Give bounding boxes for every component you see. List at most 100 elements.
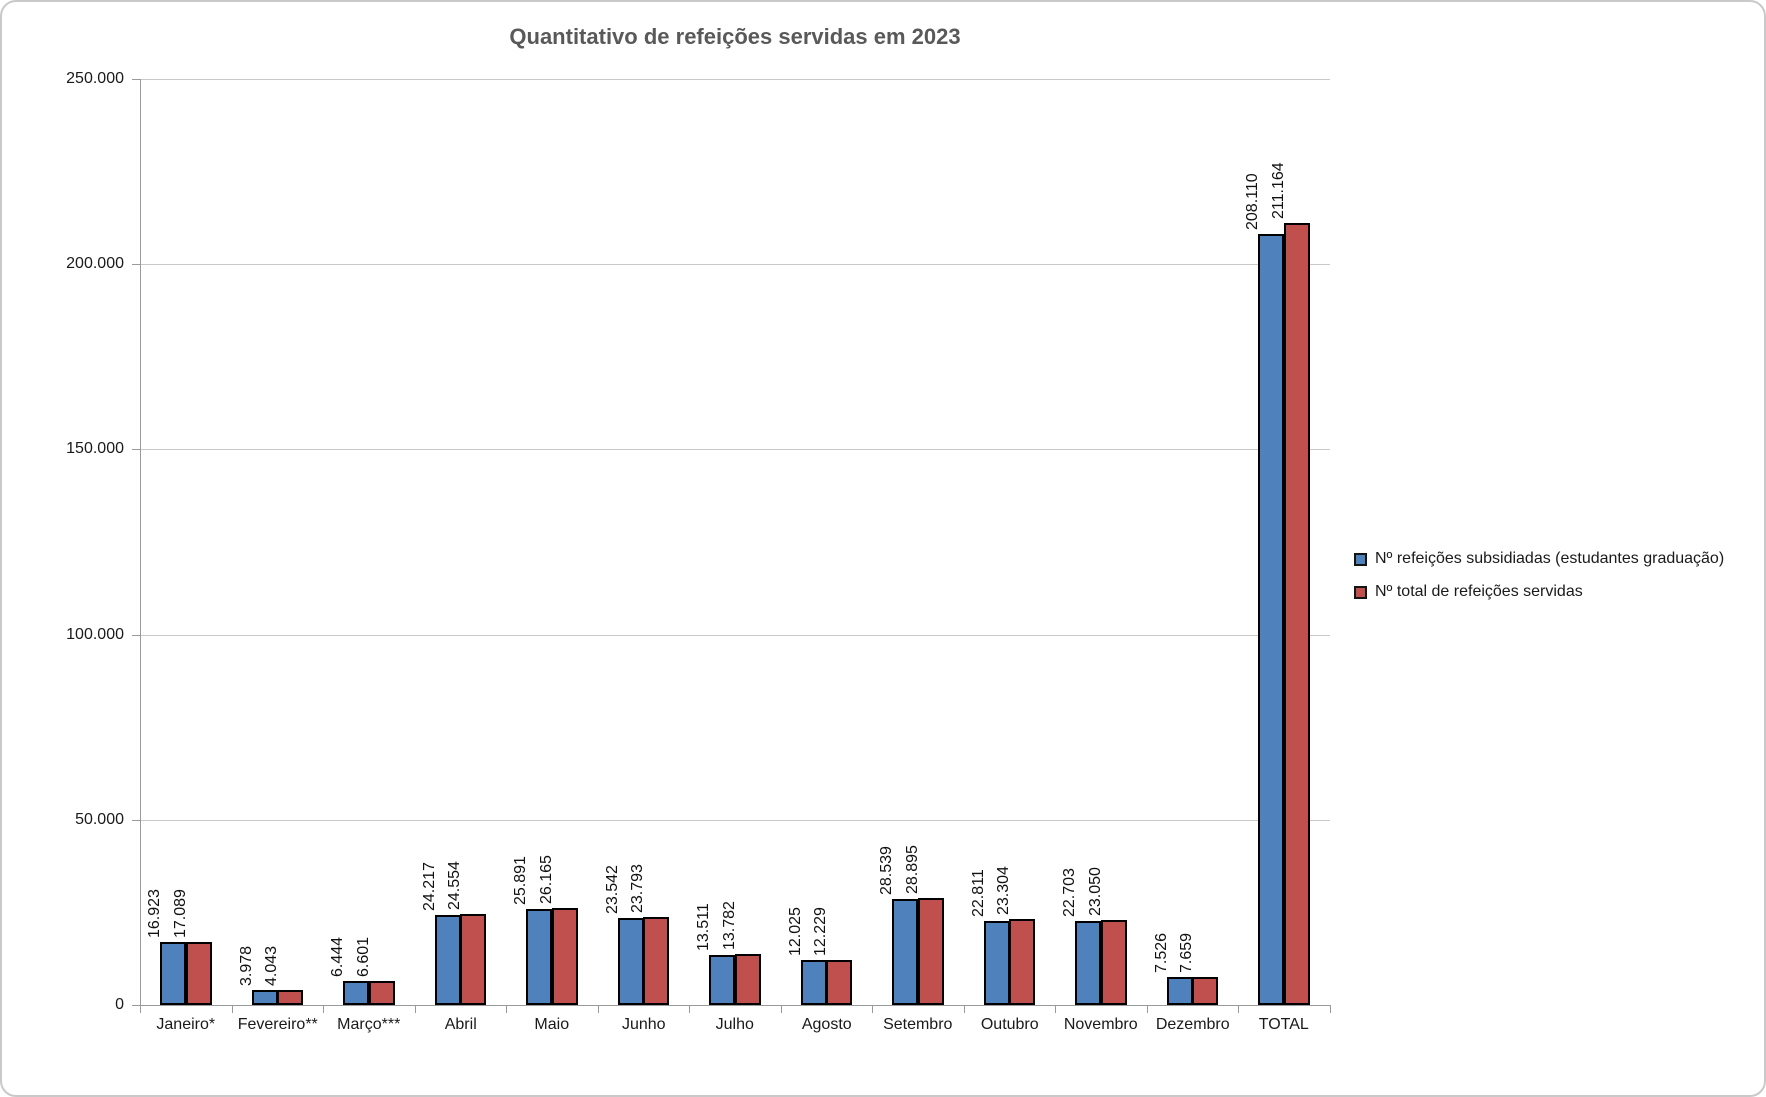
y-axis-tick xyxy=(132,264,140,266)
x-axis-tick xyxy=(506,1005,507,1013)
y-axis-line xyxy=(140,79,141,1005)
bar-value-label-subsidiadas-dezembro: 7.526 xyxy=(1153,933,1170,974)
bar-subsidiadas-fevereiro xyxy=(252,990,278,1005)
bar-subsidiadas-dezembro xyxy=(1167,977,1193,1005)
gridline-50000 xyxy=(140,819,1330,821)
x-axis-tick xyxy=(781,1005,782,1013)
gridline-200000 xyxy=(140,264,1330,266)
y-axis-tick-label: 250.000 xyxy=(66,70,124,87)
x-axis-tick xyxy=(964,1005,965,1013)
x-axis-category-label-setembro: Setembro xyxy=(883,1016,953,1033)
bar-value-label-subsidiadas-agosto: 12.025 xyxy=(787,907,804,957)
x-axis-category-label-fevereiro: Fevereiro** xyxy=(237,1016,318,1033)
x-axis-category-label-novembro: Novembro xyxy=(1063,1016,1138,1033)
bar-value-label-total-fevereiro: 4.043 xyxy=(263,945,280,987)
x-axis-tick xyxy=(140,1005,141,1013)
bar-value-label-total-novembro: 23.050 xyxy=(1087,866,1104,916)
bar-total-outubro xyxy=(1009,918,1035,1005)
x-axis-category-label-julho: Julho xyxy=(715,1016,754,1033)
chart-title: Quantitativo de refeições servidas em 20… xyxy=(509,24,961,49)
x-axis-category-label-maio: Maio xyxy=(534,1016,570,1033)
legend-swatch-red-icon xyxy=(1354,585,1367,599)
bar-subsidiadas-janeiro xyxy=(160,942,186,1005)
bar-value-label-subsidiadas-outubro: 22.811 xyxy=(970,868,987,917)
bar-value-label-total-total: 211.164 xyxy=(1270,162,1287,219)
bar-value-label-total-outubro: 23.304 xyxy=(995,865,1012,915)
bar-value-label-subsidiadas-junho: 23.542 xyxy=(604,864,621,914)
x-axis-tick xyxy=(323,1005,324,1013)
x-axis-tick xyxy=(1238,1005,1239,1013)
legend-label-total: Nº total de refeições servidas xyxy=(1375,583,1583,600)
bar-value-label-total-setembro: 28.895 xyxy=(904,845,921,894)
legend: Nº refeições subsidiadas (estudantes gra… xyxy=(1354,550,1724,616)
x-axis-tick xyxy=(1330,1005,1331,1013)
x-axis-line xyxy=(140,1005,1331,1006)
y-axis-tick-label: 0 xyxy=(115,996,124,1013)
y-axis-tick xyxy=(132,819,140,821)
x-axis-tick xyxy=(872,1005,873,1013)
bar-value-label-subsidiadas-marco: 6.444 xyxy=(329,937,346,978)
legend-label-subsidiadas: Nº refeições subsidiadas (estudantes gra… xyxy=(1375,550,1725,567)
legend-item-total: Nº total de refeições servidas xyxy=(1354,583,1724,601)
bar-value-label-total-junho: 23.793 xyxy=(629,863,646,913)
x-axis-tick xyxy=(232,1005,233,1013)
bar-subsidiadas-setembro xyxy=(892,899,918,1005)
bar-total-janeiro xyxy=(186,941,212,1005)
bar-value-label-subsidiadas-fevereiro: 3.978 xyxy=(238,946,255,987)
bar-total-abril xyxy=(460,914,486,1005)
bar-subsidiadas-junho xyxy=(618,917,644,1005)
bar-value-label-total-marco: 6.601 xyxy=(355,936,372,977)
bar-total-novembro xyxy=(1101,919,1127,1005)
bar-total-agosto xyxy=(826,959,852,1005)
bar-total-total xyxy=(1284,222,1310,1005)
x-axis-category-label-outubro: Outubro xyxy=(980,1016,1039,1033)
y-axis-tick xyxy=(132,634,140,636)
bar-value-label-total-abril: 24.554 xyxy=(446,861,463,911)
x-axis-category-label-total: TOTAL xyxy=(1258,1016,1309,1033)
bar-subsidiadas-julho xyxy=(709,954,735,1005)
bar-value-label-subsidiadas-abril: 24.217 xyxy=(421,862,438,912)
y-axis-tick-label: 50.000 xyxy=(75,810,124,828)
bar-value-label-total-julho: 13.782 xyxy=(721,901,738,950)
bar-total-julho xyxy=(735,953,761,1005)
bar-total-dezembro xyxy=(1192,976,1218,1005)
bar-value-label-total-agosto: 12.229 xyxy=(812,906,829,956)
x-axis-tick xyxy=(598,1005,599,1013)
bar-subsidiadas-abril xyxy=(435,915,461,1005)
gridline-250000 xyxy=(140,79,1330,80)
x-axis-category-label-marco: Março*** xyxy=(337,1016,401,1033)
bar-value-label-subsidiadas-novembro: 22.703 xyxy=(1061,867,1078,917)
bar-total-marco xyxy=(369,980,395,1005)
y-axis-tick xyxy=(132,1005,140,1006)
bar-subsidiadas-novembro xyxy=(1075,920,1101,1005)
y-axis-tick xyxy=(132,449,140,451)
bar-subsidiadas-marco xyxy=(343,981,369,1005)
x-axis-tick xyxy=(1055,1005,1056,1013)
bar-value-label-subsidiadas-total: 208.110 xyxy=(1244,173,1261,231)
bar-subsidiadas-maio xyxy=(526,909,552,1005)
bar-total-maio xyxy=(552,908,578,1005)
bar-value-label-subsidiadas-janeiro: 16.923 xyxy=(146,889,163,939)
legend-item-subsidiadas: Nº refeições subsidiadas (estudantes gra… xyxy=(1354,550,1724,568)
x-axis-category-label-janeiro: Janeiro* xyxy=(156,1016,216,1033)
gridline-100000 xyxy=(140,634,1330,636)
bar-total-setembro xyxy=(918,897,944,1005)
x-axis-tick xyxy=(415,1005,416,1013)
x-axis-tick xyxy=(689,1005,690,1013)
y-axis-tick xyxy=(132,79,140,80)
bar-value-label-subsidiadas-maio: 25.891 xyxy=(512,856,529,906)
bar-value-label-total-janeiro: 17.089 xyxy=(172,888,189,938)
bar-value-label-total-maio: 26.165 xyxy=(538,855,555,905)
x-axis-tick xyxy=(1147,1005,1148,1013)
bar-total-junho xyxy=(643,916,669,1005)
x-axis-category-label-dezembro: Dezembro xyxy=(1155,1016,1230,1033)
x-axis-category-label-agosto: Agosto xyxy=(801,1016,852,1033)
bar-value-label-subsidiadas-julho: 13.511 xyxy=(695,903,712,951)
y-axis-tick-label: 100.000 xyxy=(66,625,124,643)
bar-subsidiadas-total xyxy=(1258,234,1284,1005)
bar-value-label-total-dezembro: 7.659 xyxy=(1178,932,1195,973)
legend-swatch-blue-icon xyxy=(1354,552,1367,566)
bar-value-label-subsidiadas-setembro: 28.539 xyxy=(878,846,895,896)
